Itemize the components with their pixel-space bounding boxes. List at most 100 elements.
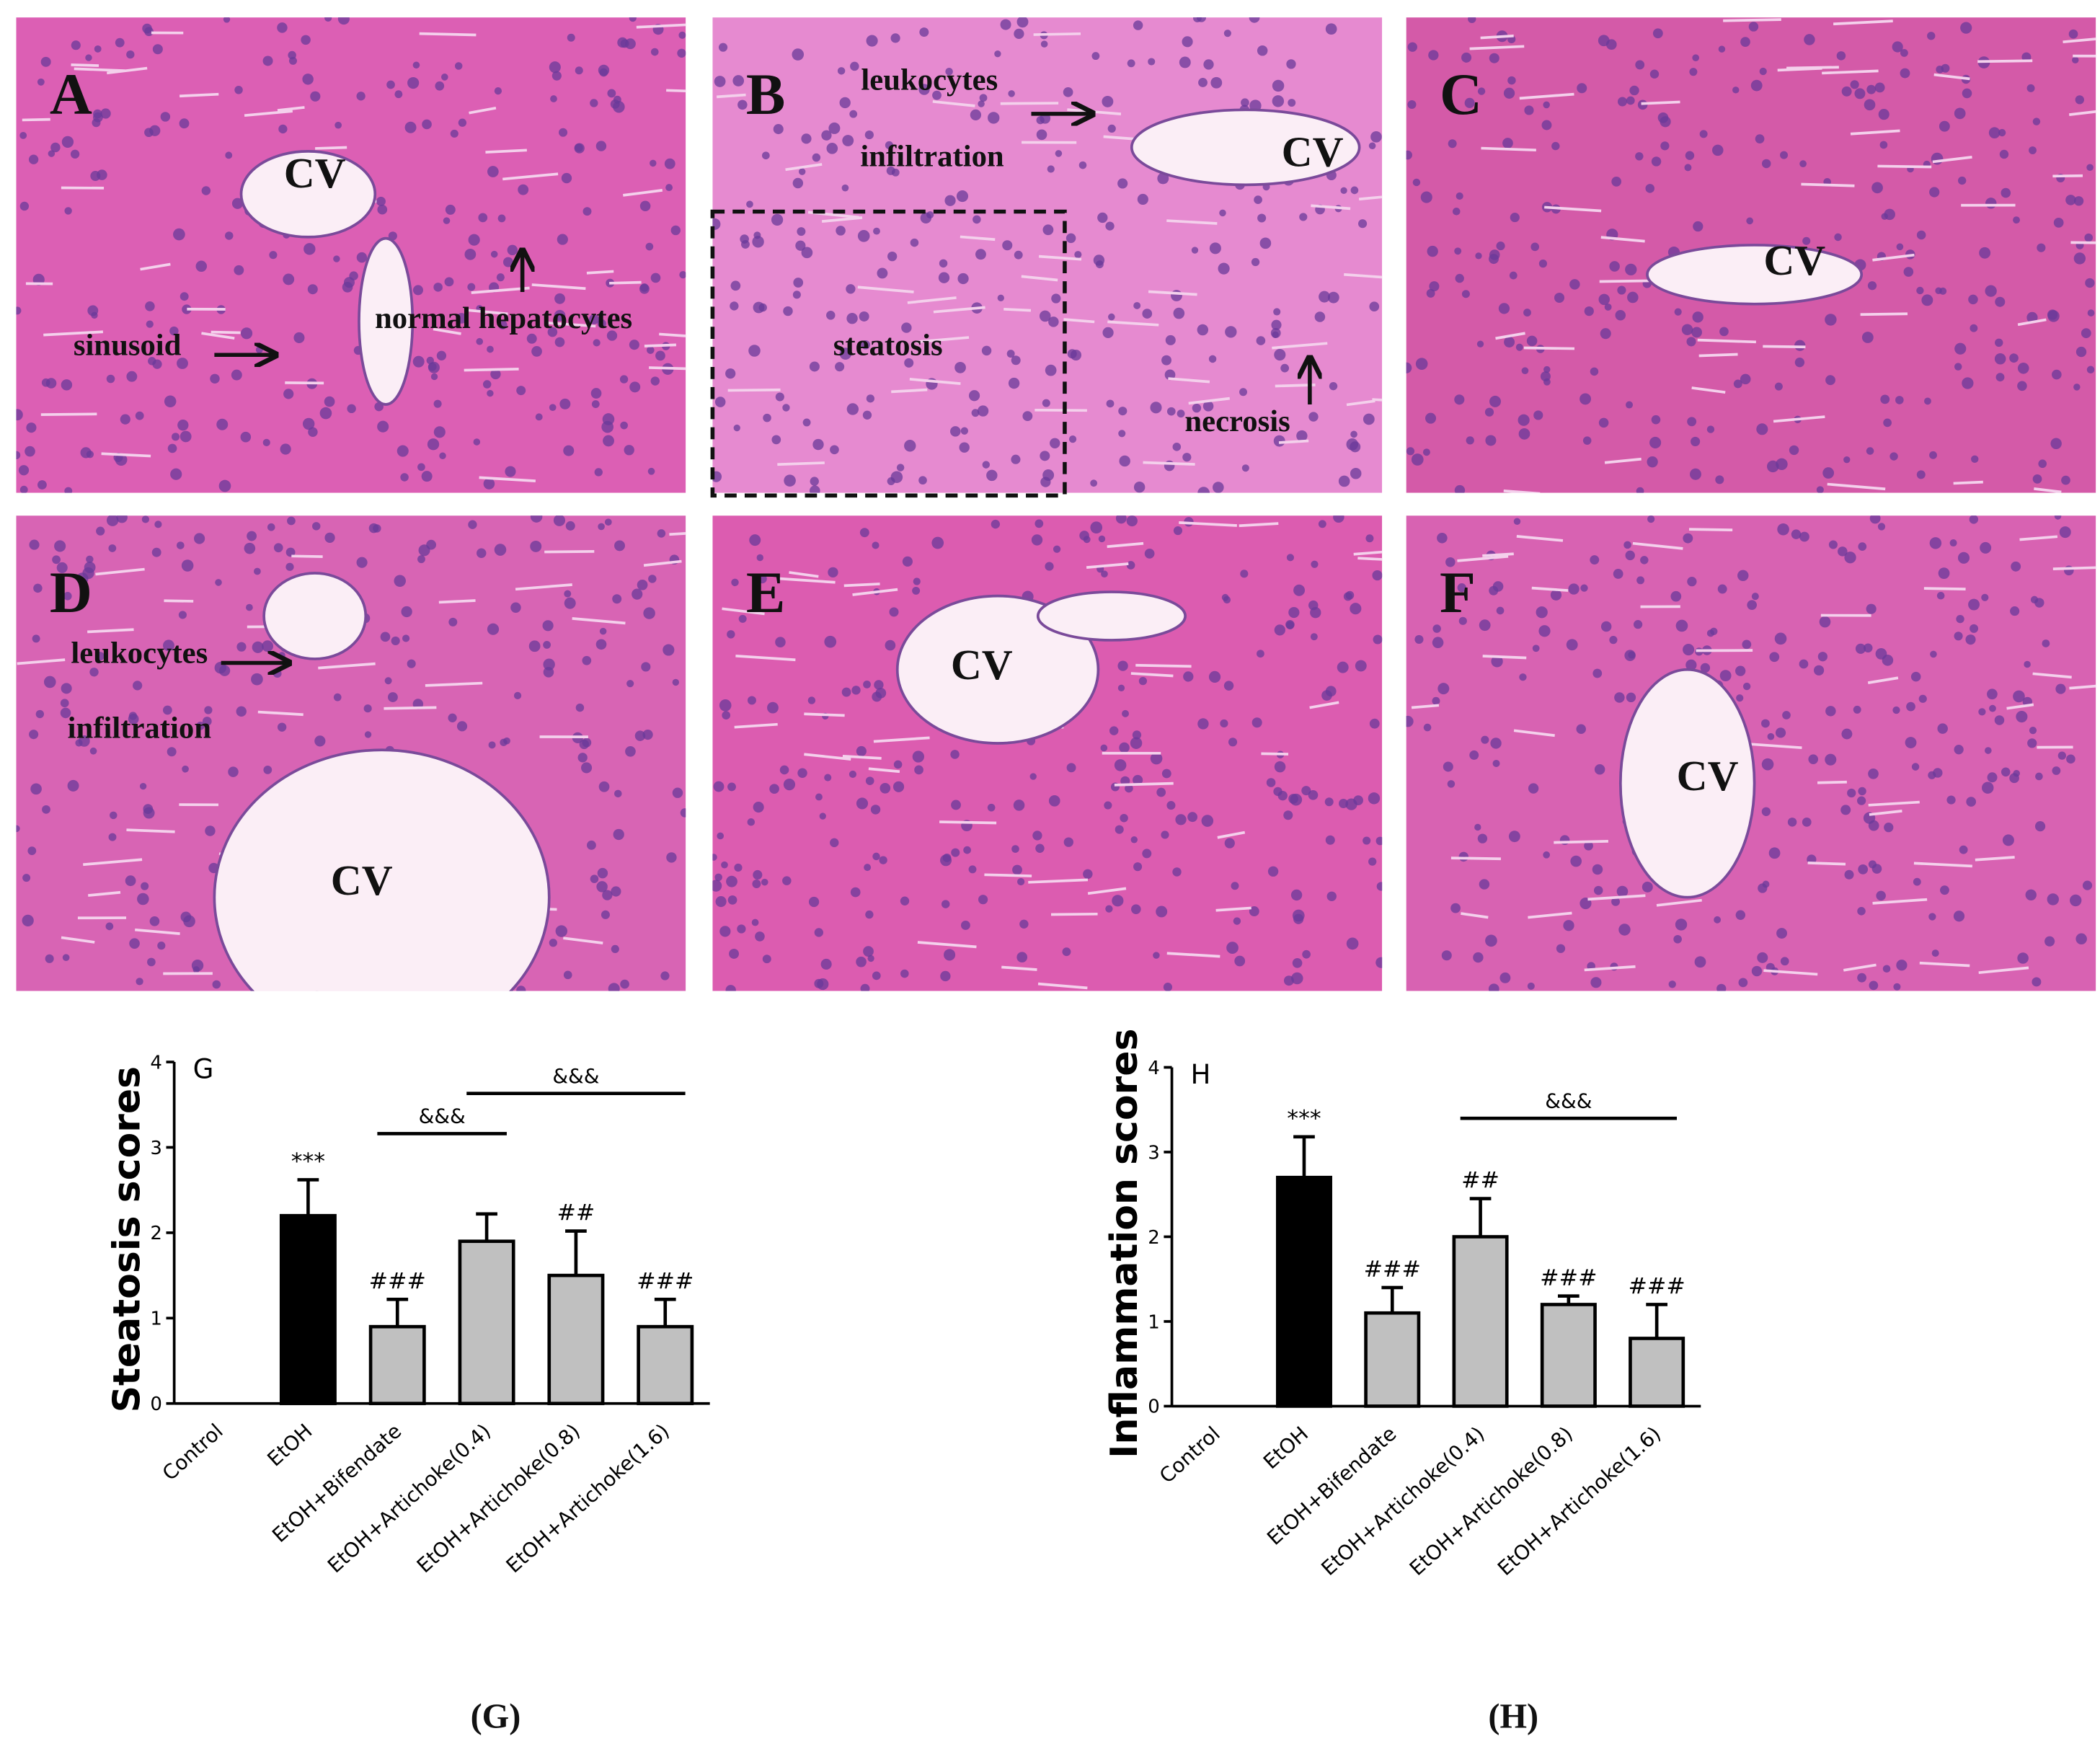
nucleus [510,602,521,613]
nucleus [1935,287,1942,294]
nucleus [1524,105,1534,115]
sinusoid [2052,174,2083,178]
nucleus [433,426,446,438]
panel-label: CV [951,641,1013,688]
nucleus [141,515,150,523]
nucleus [244,542,256,554]
nucleus [629,17,637,22]
nucleus [1234,955,1246,967]
nucleus [1179,56,1191,68]
sinusoid [1107,320,1159,327]
nucleus [1259,237,1272,249]
nucleus [862,410,872,420]
nucleus [1256,336,1266,345]
significance-label: ## [557,1200,595,1226]
nucleus [830,445,839,455]
nucleus [1319,291,1331,303]
nucleus [443,217,451,224]
nucleus [904,358,914,368]
nucleus [1432,637,1444,649]
nucleus [1098,535,1106,543]
nucleus [2010,606,2020,616]
nucleus [61,379,73,391]
nucleus [1197,718,1209,730]
nucleus [464,248,477,260]
nucleus [792,177,804,189]
nucleus [1509,271,1518,280]
nucleus [1633,620,1643,629]
nucleus [1543,101,1550,109]
nucleus [1083,869,1093,880]
nucleus [564,590,572,598]
nucleus [1988,127,2001,138]
nucleus [1941,63,1950,73]
nucleus [1126,515,1138,527]
significance-label: ### [1364,1257,1421,1283]
nucleus [1288,606,1300,619]
sinusoid [939,820,997,825]
nucleus [1761,807,1771,816]
nucleus [1499,972,1511,983]
nucleus [1173,526,1183,536]
nucleus [1345,590,1355,600]
nucleus [194,533,205,544]
sinusoid [419,32,477,37]
nucleus [277,722,287,732]
nucleus [2086,366,2095,373]
nucleus [1933,768,1943,778]
nucleus [1461,52,1472,63]
nucleus [386,80,395,89]
nucleus [285,562,294,571]
nucleus [1314,311,1326,322]
nucleus [647,467,655,475]
sinusoid [1480,34,1514,40]
nucleus [1580,584,1588,592]
nucleus [1857,907,1866,916]
nucleus [27,846,37,856]
nucleus [1142,849,1152,859]
nucleus [1458,851,1469,862]
nucleus [2073,252,2086,265]
nucleus [773,124,784,135]
nucleus [891,168,900,177]
nucleus [914,765,923,775]
nucleus [1861,332,1874,343]
nucleus [1063,87,1073,97]
nucleus [1274,349,1286,361]
bracket-label: &&& [552,1064,599,1088]
nucleus [734,863,743,872]
nucleus [1987,772,1998,783]
nucleus [273,669,282,678]
nucleus [730,280,741,291]
nucleus [1893,983,1901,991]
nucleus [719,926,731,937]
sinusoid [1495,332,1525,340]
nucleus [726,875,737,887]
nucleus [1609,261,1620,272]
nucleus [880,782,891,794]
sinusoid [2032,672,2072,679]
sinusoid [842,754,882,760]
nucleus [712,880,722,892]
nucleus [554,293,565,304]
nucleus [856,797,869,810]
sinusoid [1086,562,1129,569]
nucleus [991,519,1001,529]
nucleus [1324,797,1334,807]
nucleus [1732,87,1740,94]
nucleus [1924,397,1931,405]
nucleus [926,211,934,219]
nucleus [192,966,200,973]
nucleus [771,435,781,445]
nucleus [364,731,372,738]
nucleus [2027,738,2037,748]
nucleus [1464,97,1475,108]
nucleus [373,524,381,533]
nucleus [94,45,102,53]
nucleus [877,267,888,279]
y-tick-label: 3 [150,1138,162,1159]
nucleus [1868,768,1879,779]
nucleus [1828,540,1838,549]
nucleus [412,285,423,296]
nucleus [1762,880,1770,888]
